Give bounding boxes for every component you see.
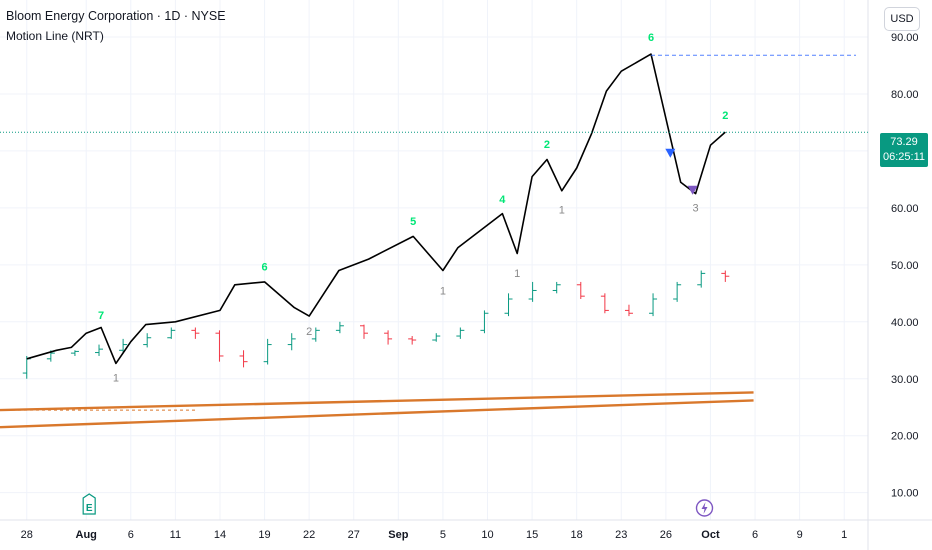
date-tick-label: 6 [752,529,758,541]
count-labels: 7 1 6 2 5 1 4 1 2 1 6 3 2 [98,32,728,385]
ohlc-bar [95,344,104,356]
date-tick-label: Sep [388,529,408,541]
date-tick-label: 22 [303,529,315,541]
ohlc-bar [432,333,441,342]
dividend-icon-bolt [701,502,708,514]
ohlc-bar [263,338,272,365]
count-label: 2 [544,139,550,151]
ohlc-bar [552,281,561,294]
grid-lines [0,0,868,520]
buy-signal-icon [687,185,698,195]
price-tick-label: 20.00 [891,431,919,443]
date-tick-label: 19 [258,529,270,541]
ohlc-bar [143,333,152,348]
ohlc-bar [408,336,417,345]
count-label: 6 [261,262,267,274]
dividend-icon[interactable] [695,499,714,517]
date-tick-label: 9 [797,529,803,541]
motion-line [26,53,726,365]
date-tick-label: 18 [571,529,583,541]
ohlc-bar [167,327,176,339]
count-label: 5 [410,216,416,228]
date-tick-label: Aug [76,529,97,541]
ohlc-bar [359,324,368,339]
count-label: 1 [113,373,119,385]
wedge-upper-line [0,391,754,412]
count-label: 3 [693,202,699,214]
date-tick-label: 28 [21,529,33,541]
price-tick-label: 30.00 [891,374,919,386]
indicator-label[interactable]: Motion Line (NRT) [6,29,104,43]
price-tick-label: 80.00 [891,89,919,101]
signal-markers [665,148,698,195]
date-tick-label: 23 [615,529,627,541]
count-label: 1 [440,285,446,297]
date-tick-label: 27 [348,529,360,541]
ohlc-bar [287,333,296,351]
ohlc-bar [215,330,224,362]
count-label: 6 [648,32,654,44]
bar-countdown: 06:25:11 [882,151,925,163]
motion-line-path [26,53,726,365]
time-axis: 28 Aug 6 11 14 19 22 27 Sep 5 10 15 18 23 26 Oct 6 9 1 [0,519,932,541]
ohlc-bar [528,281,537,302]
ohlc-bar [480,310,489,334]
sell-signal-icon [665,148,676,158]
date-tick-label: 5 [440,529,446,541]
date-tick-label: Oct [701,529,720,541]
ohlc-bar [456,327,465,339]
wedge-trendlines [0,391,754,429]
price-tick-label: 50.00 [891,260,919,272]
earnings-icon-shape [82,493,96,515]
ohlc-bar [673,281,682,302]
earnings-icon[interactable]: E [82,493,96,515]
date-tick-label: 10 [481,529,493,541]
count-label: 2 [722,110,728,122]
price-tick-label: 10.00 [891,488,919,500]
chart-title: Bloom Energy Corporation · 1D · NYSE [6,9,226,23]
ohlc-bar [119,338,128,354]
count-label: 7 [98,310,104,322]
count-label: 1 [514,268,520,280]
currency-button[interactable]: USD [884,7,920,31]
count-label: 1 [559,205,565,217]
count-label: 4 [499,194,506,206]
overlay-lines [0,54,868,133]
event-icons[interactable]: E [82,493,714,517]
ohlc-bar [624,304,633,317]
price-tick-label: 90.00 [891,32,919,44]
date-tick-label: 15 [526,529,538,541]
price-tick-label: 60.00 [891,203,919,215]
ohlc-bar [697,270,706,288]
date-tick-label: 11 [170,529,181,541]
ohlc-bar [335,321,344,334]
last-price-value: 73.29 [890,136,918,148]
wedge-lower-line [0,399,754,429]
ohlc-bars [22,270,730,379]
ohlc-bar [239,350,248,368]
ohlc-bar [504,293,513,317]
date-tick-label: 26 [660,529,672,541]
ohlc-bar [311,327,320,342]
ohlc-bar [576,281,585,300]
ohlc-bar [649,293,658,317]
count-label: 2 [306,326,312,338]
last-price-label: 73.29 06:25:11 [880,133,928,167]
date-tick-label: 14 [214,529,226,541]
ohlc-bar [191,327,200,339]
price-tick-label: 40.00 [891,317,919,329]
ohlc-bar [384,330,393,345]
ohlc-bar [721,270,730,282]
date-tick-label: 6 [128,529,134,541]
earnings-icon-glyph: E [86,503,93,514]
ohlc-bar [70,350,79,356]
ohlc-bar [600,293,609,314]
date-tick-label: 1 [841,529,847,541]
